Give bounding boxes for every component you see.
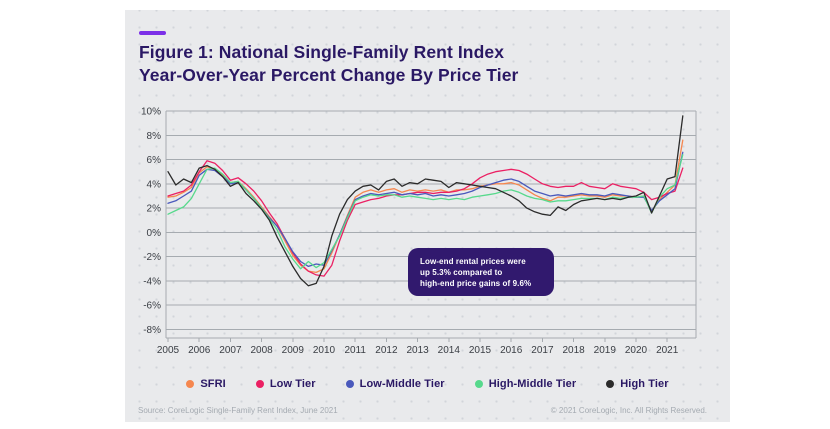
y-tick-label: -6% [143,301,161,312]
x-tick-label: 2011 [344,345,366,355]
legend-label: Low Tier [269,378,316,390]
source-note: Source: CoreLogic Single-Family Rent Ind… [138,406,338,415]
series-line-sfri [167,139,684,274]
annotation-line-1: Low-end rental prices were [420,257,526,266]
legend-label: High-Middle Tier [488,378,577,390]
x-tick-label: 2016 [500,345,523,355]
y-tick-label: 8% [147,131,162,142]
title-accent-bar [139,31,166,35]
legend-label: Low-Middle Tier [359,378,445,390]
x-tick-label: 2018 [562,345,585,355]
series-line-low-tier [167,160,684,277]
legend-item-low-tier: Low Tier [255,378,316,390]
legend-label: High Tier [620,378,669,390]
annotation-line-2: up 5.3% compared to [420,268,503,277]
y-tick-label: 4% [147,179,162,190]
legend-dot-icon [606,380,615,388]
figure-panel: Figure 1: National Single-Family Rent In… [125,10,730,422]
x-tick-label: 2007 [219,345,242,355]
rent-index-chart: 10% 8% 6% 4% 2% 0% -2% -4% -6% -8% 2005 2006 2007 200… [141,107,697,355]
copyright-note: © 2021 CoreLogic, Inc. All Rights Reserv… [550,406,707,415]
x-tick-label: 2013 [406,345,429,355]
y-tick-label: 2% [147,204,162,215]
x-tick-label: 2020 [625,345,648,355]
series-line-high-tier [167,115,684,287]
annotation-line-3: high-end price gains of 9.6% [420,279,532,288]
legend-item-low-middle-tier: Low-Middle Tier [345,378,445,390]
y-tick-label: 0% [147,228,162,239]
y-tick-label: -2% [143,252,161,263]
figure-title: Figure 1: National Single-Family Rent In… [139,41,679,87]
x-tick-label: 2014 [438,345,461,355]
x-tick-label: 2021 [656,345,679,355]
chart-area: 10% 8% 6% 4% 2% 0% -2% -4% -6% -8% 2005 2006 2007 200… [132,100,710,355]
y-tick-label: 10% [141,107,161,118]
chart-legend: SFRI Low Tier Low-Middle Tier High-Middle T… [125,378,730,390]
y-tick-label: -4% [143,276,161,287]
legend-dot-icon [186,380,195,388]
figure-title-line-2: Year-Over-Year Percent Change By Price T… [139,65,519,85]
legend-item-high-middle-tier: High-Middle Tier [474,378,577,390]
y-tick-label: 6% [147,155,162,166]
x-tick-label: 2019 [594,345,617,355]
x-tick-label: 2008 [250,345,273,355]
x-tick-label: 2015 [469,345,492,355]
legend-dot-icon [474,380,483,388]
x-tick-label: 2006 [188,345,211,355]
x-tick-label: 2012 [375,345,398,355]
y-tick-label: -8% [143,325,161,336]
x-tick-label: 2009 [282,345,305,355]
figure-title-line-1: Figure 1: National Single-Family Rent In… [139,42,505,62]
legend-item-sfri: SFRI [186,378,226,390]
callout-annotation: Low-end rental prices were up 5.3% compa… [408,248,554,296]
x-tick-label: 2005 [157,345,180,355]
legend-label: SFRI [200,378,226,390]
legend-item-high-tier: High Tier [606,378,669,390]
legend-dot-icon [255,380,264,388]
legend-dot-icon [345,380,354,388]
x-tick-label: 2010 [313,345,336,355]
x-tick-label: 2017 [531,345,554,355]
